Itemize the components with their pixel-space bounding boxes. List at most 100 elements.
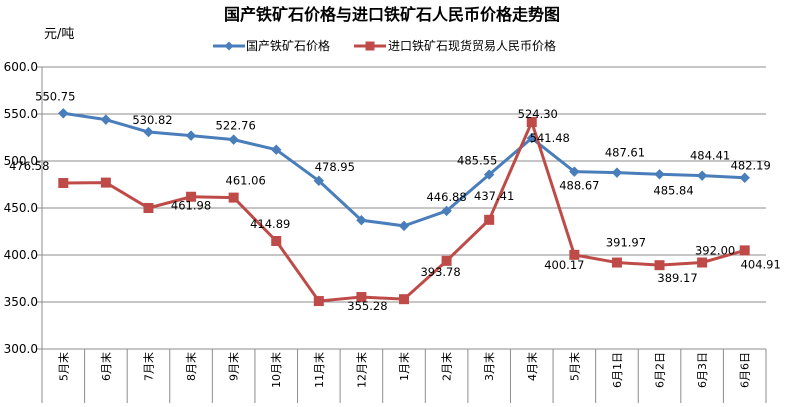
x-tick-label: 7月末 bbox=[141, 352, 155, 381]
data-point bbox=[654, 169, 665, 180]
y-tick-label: 300.0 bbox=[4, 342, 38, 356]
data-point bbox=[356, 215, 367, 226]
x-tick-label: 2月末 bbox=[440, 352, 454, 381]
data-label: 485.84 bbox=[653, 183, 693, 197]
series-layer bbox=[58, 108, 750, 307]
data-point bbox=[526, 132, 537, 144]
data-point bbox=[569, 249, 580, 260]
data-label: 393.78 bbox=[420, 265, 460, 279]
chart-title: 国产铁矿石价格与进口铁矿石人民币价格走势图 bbox=[224, 5, 560, 24]
data-point bbox=[58, 108, 69, 119]
x-tick-label: 4月末 bbox=[525, 352, 539, 381]
data-label: 391.97 bbox=[606, 236, 646, 250]
data-label: 414.89 bbox=[250, 217, 290, 231]
x-tick-label: 6月1日 bbox=[611, 352, 624, 388]
data-label: 487.61 bbox=[605, 146, 645, 160]
data-point bbox=[739, 172, 750, 183]
legend-label: 国产铁矿石价格 bbox=[246, 38, 330, 53]
data-label: 485.55 bbox=[457, 154, 497, 168]
data-label: 437.41 bbox=[474, 189, 514, 203]
y-tick-label: 450.0 bbox=[4, 201, 38, 215]
x-tick-label: 11月末 bbox=[312, 352, 326, 388]
data-point bbox=[654, 260, 665, 271]
data-label: 404.91 bbox=[741, 257, 781, 271]
x-tick-label: 10月末 bbox=[269, 352, 283, 388]
data-point bbox=[356, 292, 367, 303]
x-tick-label: 6月2日 bbox=[654, 352, 667, 388]
data-point bbox=[483, 169, 495, 180]
data-point bbox=[313, 175, 325, 186]
data-point bbox=[143, 203, 154, 213]
data-point bbox=[399, 294, 409, 305]
data-point bbox=[271, 236, 282, 247]
data-label: 530.82 bbox=[132, 113, 172, 127]
data-label: 355.28 bbox=[347, 299, 387, 313]
data-label: 461.98 bbox=[171, 199, 211, 213]
data-point bbox=[526, 117, 537, 128]
series-line bbox=[63, 111, 745, 228]
legend-label: 进口铁矿石现货贸易人民币价格 bbox=[388, 38, 556, 53]
data-label: 446.88 bbox=[426, 190, 466, 204]
data-label: 541.48 bbox=[530, 131, 570, 145]
data-labels: 550.75 530.82 522.76 478.95 446.88 485.55 524.… bbox=[9, 89, 781, 313]
series-0 bbox=[58, 108, 750, 232]
y-tick-label: 550.0 bbox=[4, 107, 38, 121]
data-point bbox=[271, 144, 282, 155]
data-point bbox=[185, 130, 197, 141]
x-tick-label: 8月末 bbox=[184, 352, 198, 381]
data-label: 484.41 bbox=[690, 149, 730, 163]
data-point bbox=[398, 220, 410, 232]
legend-item: 国产铁矿石价格 bbox=[213, 38, 330, 53]
data-point bbox=[313, 296, 324, 307]
data-label: 524.30 bbox=[518, 107, 558, 121]
data-label: 400.17 bbox=[544, 258, 584, 272]
data-label: 478.95 bbox=[315, 160, 355, 174]
data-point bbox=[611, 167, 623, 178]
data-label: 461.06 bbox=[226, 174, 266, 188]
x-tick-label: 6月6日 bbox=[739, 352, 752, 388]
data-label: 488.67 bbox=[559, 179, 599, 193]
data-label: 392.00 bbox=[695, 244, 735, 258]
legend-marker bbox=[365, 41, 375, 51]
unit-label: 元/吨 bbox=[44, 27, 74, 42]
y-tick-label: 600.0 bbox=[4, 60, 38, 74]
data-point bbox=[441, 255, 452, 266]
data-point bbox=[100, 114, 112, 125]
y-tick-label: 400.0 bbox=[4, 248, 38, 262]
data-point bbox=[611, 257, 622, 268]
data-point bbox=[739, 245, 750, 256]
x-tick-label: 5月末 bbox=[56, 352, 70, 381]
data-label: 476.58 bbox=[9, 159, 49, 173]
x-tick-label: 1月末 bbox=[397, 352, 411, 381]
data-point bbox=[100, 177, 111, 188]
data-point bbox=[484, 214, 495, 225]
data-point bbox=[441, 205, 452, 217]
legend-marker bbox=[224, 41, 234, 51]
data-point bbox=[58, 178, 69, 189]
data-label: 482.19 bbox=[731, 159, 771, 173]
legend: 国产铁矿石价格 进口铁矿石现货贸易人民币价格 bbox=[213, 38, 556, 53]
x-tick-label: 3月末 bbox=[482, 352, 496, 381]
x-tick-label: 6月3日 bbox=[696, 352, 709, 388]
data-label: 550.75 bbox=[35, 89, 75, 103]
y-tick-label: 500.0 bbox=[4, 154, 38, 168]
x-tick-label: 12月末 bbox=[354, 352, 368, 388]
series-1 bbox=[58, 117, 750, 307]
x-tick-label: 6月末 bbox=[99, 352, 113, 381]
x-tick-label: 5月末 bbox=[567, 352, 581, 381]
data-point bbox=[228, 192, 239, 203]
x-tick-label: 9月末 bbox=[227, 352, 241, 381]
data-point bbox=[186, 191, 197, 202]
data-point bbox=[569, 166, 580, 177]
data-point bbox=[143, 126, 154, 138]
y-tick-label: 350.0 bbox=[4, 295, 38, 309]
axes: 300.0 350.0 400.0 450.0 500.0 550.0 600.0 5月末 6月… bbox=[4, 60, 767, 403]
data-point bbox=[228, 134, 239, 145]
data-point bbox=[697, 257, 708, 268]
data-label: 389.17 bbox=[657, 271, 697, 285]
data-label: 522.76 bbox=[216, 119, 256, 133]
legend-item: 进口铁矿石现货贸易人民币价格 bbox=[354, 38, 556, 53]
data-point bbox=[696, 170, 708, 181]
